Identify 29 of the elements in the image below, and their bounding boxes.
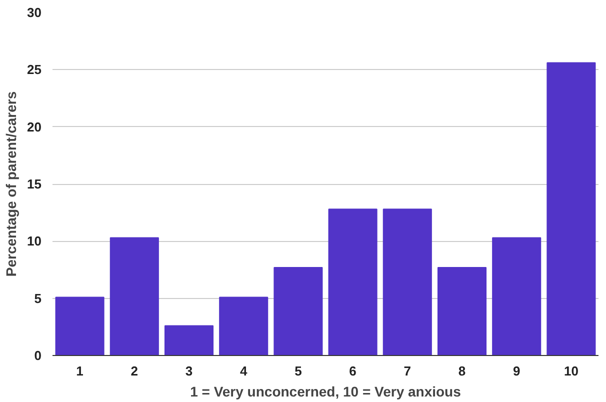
bar bbox=[437, 266, 487, 356]
x-tick-label: 10 bbox=[564, 364, 578, 378]
y-axis-title: Percentage of parent/carers bbox=[3, 91, 20, 277]
y-tick-label: 15 bbox=[27, 176, 42, 192]
bar bbox=[164, 325, 214, 356]
x-tick-label: 7 bbox=[404, 364, 412, 378]
x-tick-label: 8 bbox=[458, 364, 466, 378]
y-tick-label: 5 bbox=[34, 290, 42, 306]
y-tick-label: 20 bbox=[27, 119, 42, 134]
x-tick-label: 3 bbox=[185, 364, 193, 378]
bar bbox=[55, 296, 104, 356]
bar bbox=[219, 296, 268, 356]
bar bbox=[274, 266, 323, 356]
y-tick-label: 10 bbox=[27, 234, 42, 249]
bar bbox=[328, 208, 378, 356]
y-tick-label: 30 bbox=[27, 5, 42, 20]
x-tick-label: 1 bbox=[76, 364, 84, 378]
bar bbox=[110, 237, 159, 356]
bar bbox=[546, 62, 596, 356]
x-axis-title: 1 = Very unconcerned, 10 = Very anxious bbox=[190, 384, 462, 400]
y-tick-label: 25 bbox=[27, 62, 42, 78]
y-tick-label: 0 bbox=[34, 348, 42, 363]
x-tick-label: 9 bbox=[512, 364, 520, 378]
x-tick-label: 4 bbox=[240, 364, 248, 378]
bar bbox=[382, 208, 432, 356]
x-tick-label: 6 bbox=[349, 364, 356, 378]
x-tick-label: 2 bbox=[130, 364, 138, 378]
bar bbox=[492, 237, 542, 356]
x-tick-label: 5 bbox=[294, 364, 302, 378]
